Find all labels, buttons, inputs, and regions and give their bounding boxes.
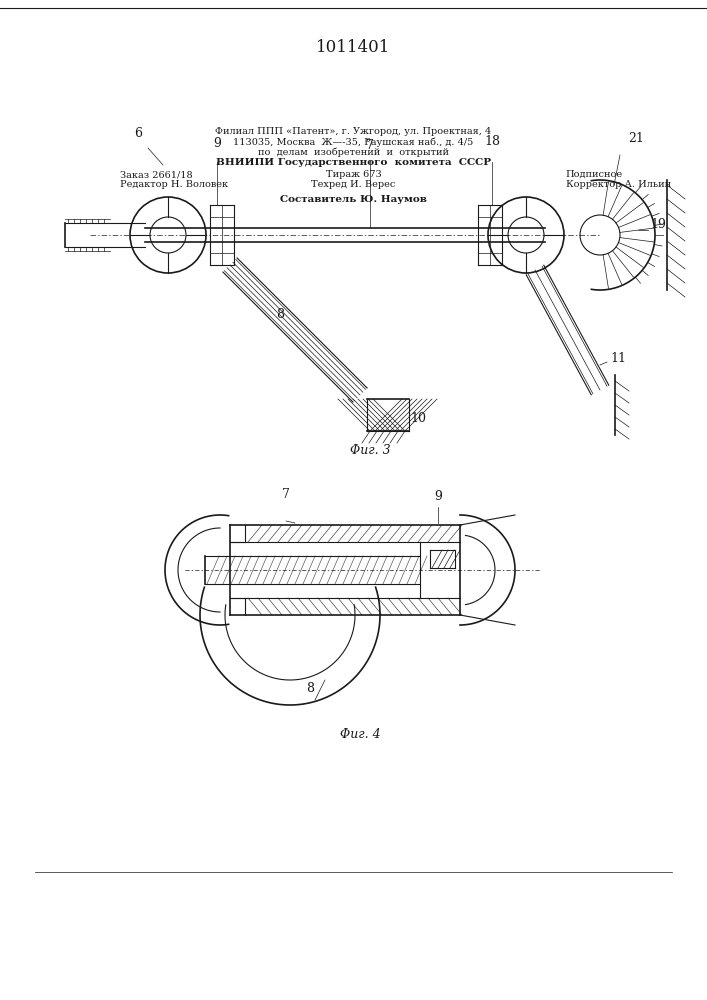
Text: 8: 8 <box>276 308 284 322</box>
Text: Техред И. Верес: Техред И. Верес <box>311 180 396 189</box>
Text: 21: 21 <box>628 132 644 145</box>
Text: 9: 9 <box>213 137 221 150</box>
Text: Заказ 2661/18: Заказ 2661/18 <box>120 170 193 179</box>
Text: ВНИИПИ Государственного  комитета  СССР: ВНИИПИ Государственного комитета СССР <box>216 158 491 167</box>
Text: Подписное: Подписное <box>566 170 623 179</box>
Text: Филиал ППП «Патент», г. Ужгород, ул. Проектная, 4: Филиал ППП «Патент», г. Ужгород, ул. Про… <box>216 127 491 136</box>
Text: 10: 10 <box>410 412 426 424</box>
Text: 8: 8 <box>306 682 314 695</box>
Text: Корректор А. Ильин: Корректор А. Ильин <box>566 180 671 189</box>
Text: 7: 7 <box>282 488 290 501</box>
Text: 7: 7 <box>366 139 374 152</box>
Text: Составитель Ю. Наумов: Составитель Ю. Наумов <box>280 195 427 204</box>
Text: Редактор Н. Воловек: Редактор Н. Воловек <box>120 180 228 189</box>
Text: 11: 11 <box>610 352 626 364</box>
Text: 19: 19 <box>650 219 666 232</box>
Text: Тираж 673: Тираж 673 <box>326 170 381 179</box>
Text: Φиг. 3: Φиг. 3 <box>350 444 390 456</box>
Text: по  делам  изобретений  и  открытий: по делам изобретений и открытий <box>258 147 449 157</box>
Text: 6: 6 <box>134 127 142 140</box>
Text: 9: 9 <box>434 490 442 503</box>
Text: Φиг. 4: Φиг. 4 <box>339 728 380 742</box>
Text: 113035, Москва  Ж—-35, Раушская наб., д. 4/5: 113035, Москва Ж—-35, Раушская наб., д. … <box>233 137 474 147</box>
Text: 18: 18 <box>484 135 500 148</box>
Text: 1011401: 1011401 <box>316 39 390 56</box>
